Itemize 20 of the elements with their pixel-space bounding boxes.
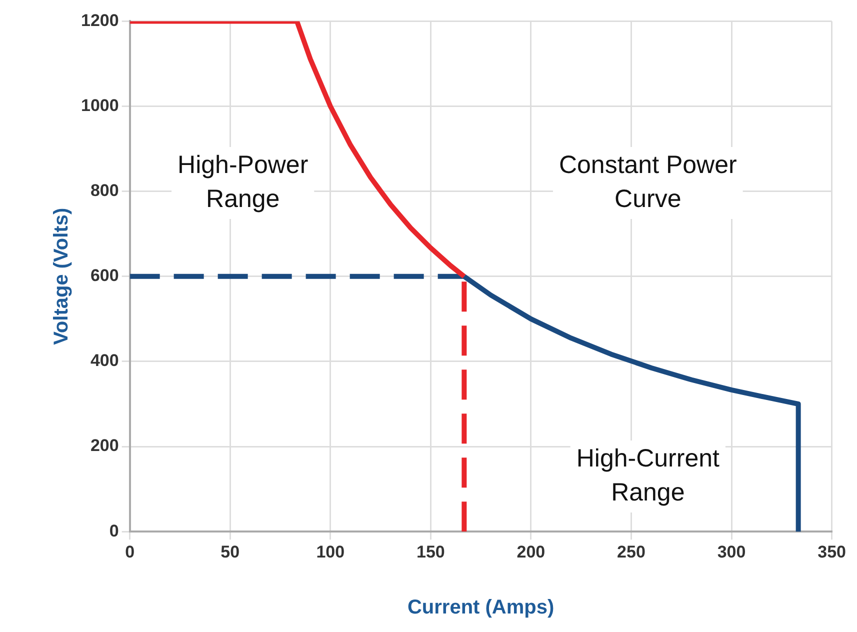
x-tick-label: 300 [717,542,746,562]
x-tick-label: 150 [416,542,445,562]
y-tick-label: 400 [90,351,119,370]
y-tick-label: 800 [90,181,119,200]
x-tick-label: 50 [220,542,240,562]
annotation: High-Current Range [576,444,720,506]
y-tick-label: 1000 [80,96,119,115]
x-tick-label: 200 [516,542,546,562]
annotation: Constant Power Curve [558,150,737,213]
y-tick-label: 0 [109,521,119,540]
x-tick-label: 350 [818,542,846,562]
x-tick-label: 100 [316,542,345,562]
x-tick-label: 250 [617,542,646,562]
x-tick-label: 0 [125,542,135,562]
annotation: High-Power Range [178,150,308,213]
y-tick-label: 1200 [80,10,119,30]
x-axis-title: Current (Amps) [407,596,554,619]
y-axis-title: Voltage (Volts) [50,208,73,345]
y-tick-label: 600 [90,266,119,286]
y-tick-label: 200 [90,436,119,456]
